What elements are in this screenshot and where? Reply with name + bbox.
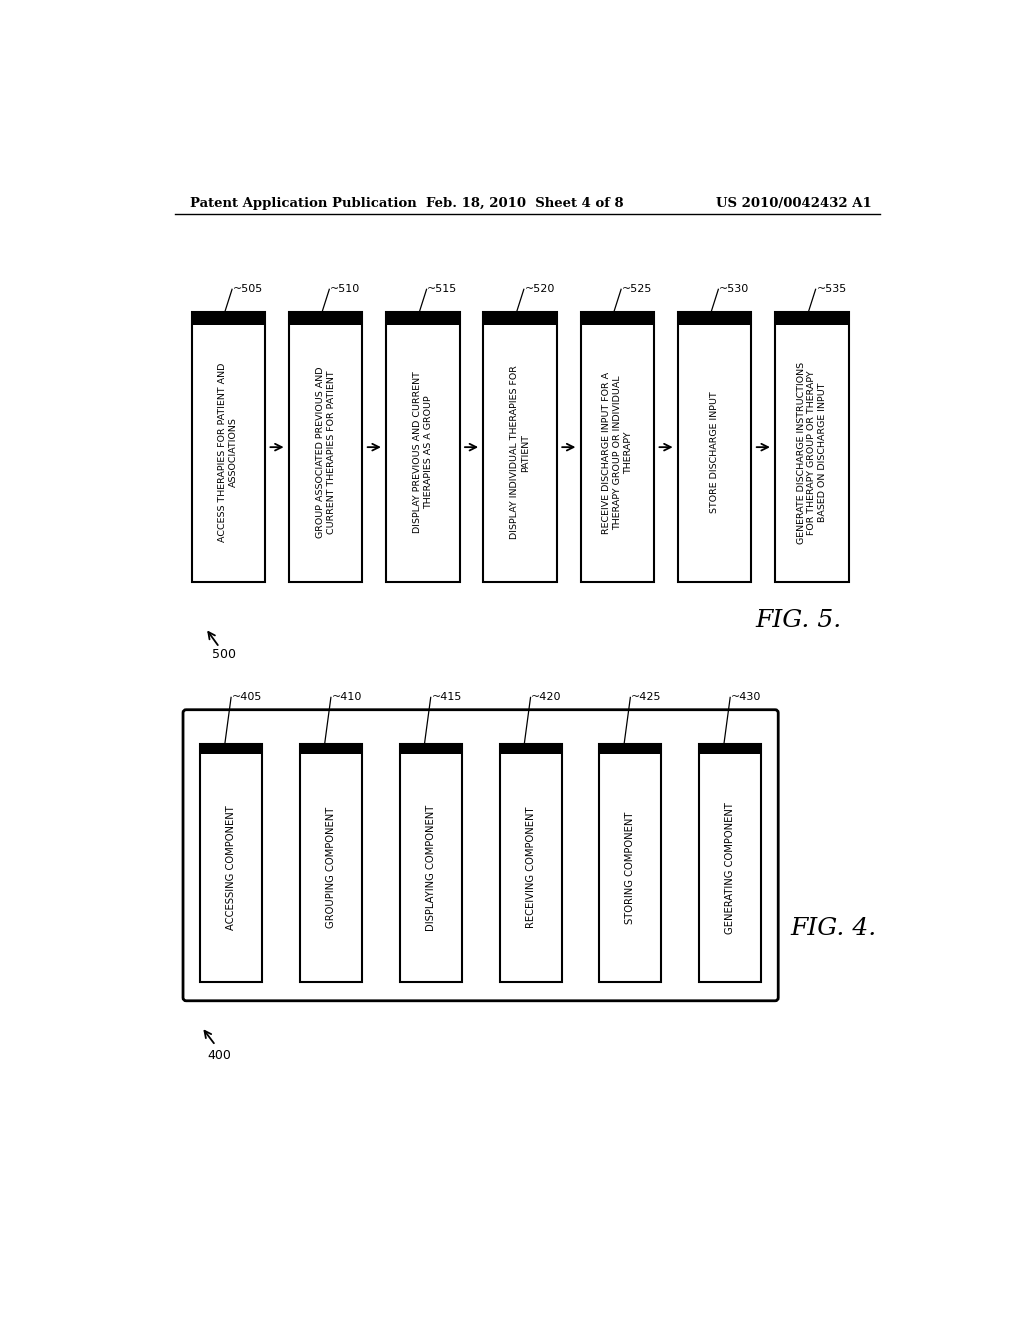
Text: Feb. 18, 2010  Sheet 4 of 8: Feb. 18, 2010 Sheet 4 of 8 [426,197,624,210]
Text: ~430: ~430 [731,693,761,702]
Bar [399,743,462,755]
Bar [699,743,761,755]
Bar [386,313,460,582]
Bar [191,313,265,582]
Text: ACCESSING COMPONENT: ACCESSING COMPONENT [226,805,237,931]
Text: DISPLAY PREVIOUS AND CURRENT
THERAPIES AS A GROUP: DISPLAY PREVIOUS AND CURRENT THERAPIES A… [413,372,433,533]
Bar [599,743,662,755]
Bar [581,313,654,582]
Bar [678,313,752,582]
Bar [483,313,557,582]
Text: ~405: ~405 [231,693,262,702]
Text: RECEIVE DISCHARGE INPUT FOR A
THERAPY GROUP OR INDIVIDUAL
THERAPY: RECEIVE DISCHARGE INPUT FOR A THERAPY GR… [602,371,633,533]
Text: ACCESS THERAPIES FOR PATIENT AND
ASSOCIATIONS: ACCESS THERAPIES FOR PATIENT AND ASSOCIA… [218,363,239,543]
Text: GENERATE DISCHARGE INSTRUCTIONS
FOR THERAPY GROUP OR THERAPY
BASED ON DISCHARGE : GENERATE DISCHARGE INSTRUCTIONS FOR THER… [797,362,827,544]
Bar [581,313,654,325]
Text: US 2010/0042432 A1: US 2010/0042432 A1 [716,197,872,210]
Text: ~410: ~410 [332,693,362,702]
FancyBboxPatch shape [183,710,778,1001]
Bar [386,313,460,325]
Text: Patent Application Publication: Patent Application Publication [190,197,417,210]
Bar [191,313,265,325]
Bar [300,743,361,982]
Bar [289,313,362,582]
Text: ~505: ~505 [232,284,263,294]
Text: GROUPING COMPONENT: GROUPING COMPONENT [326,807,336,928]
Bar [699,743,761,982]
Bar [775,313,849,582]
Text: GROUP ASSOCIATED PREVIOUS AND
CURRENT THERAPIES FOR PATIENT: GROUP ASSOCIATED PREVIOUS AND CURRENT TH… [315,367,336,539]
Text: ~520: ~520 [524,284,555,294]
Bar [300,743,361,755]
Text: FIG. 5.: FIG. 5. [756,609,842,632]
Bar [483,313,557,325]
Text: DISPLAY INDIVIDUAL THERAPIES FOR
PATIENT: DISPLAY INDIVIDUAL THERAPIES FOR PATIENT [510,366,530,540]
Text: GENERATING COMPONENT: GENERATING COMPONENT [725,801,735,933]
Text: ~515: ~515 [427,284,458,294]
Bar [289,313,362,325]
Text: ~530: ~530 [719,284,750,294]
Text: ~420: ~420 [531,693,562,702]
Text: ~425: ~425 [631,693,662,702]
Text: 400: 400 [208,1048,231,1061]
Bar [500,743,561,755]
Text: DISPLAYING COMPONENT: DISPLAYING COMPONENT [426,804,436,931]
Bar [599,743,662,982]
Bar [399,743,462,982]
Bar [678,313,752,325]
Bar [775,313,849,325]
Bar [500,743,561,982]
Text: ~415: ~415 [431,693,462,702]
Text: STORING COMPONENT: STORING COMPONENT [626,812,635,924]
Text: ~510: ~510 [330,284,360,294]
Bar [200,743,262,982]
Text: ~535: ~535 [816,284,847,294]
Text: RECEIVING COMPONENT: RECEIVING COMPONENT [525,807,536,928]
Text: ~525: ~525 [622,284,652,294]
Text: FIG. 4.: FIG. 4. [791,917,877,940]
Text: STORE DISCHARGE INPUT: STORE DISCHARGE INPUT [711,392,719,513]
Text: 500: 500 [212,648,236,661]
Bar [200,743,262,755]
